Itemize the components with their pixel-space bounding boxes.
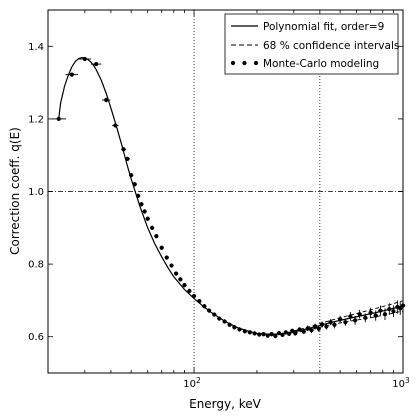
series-layer bbox=[51, 56, 406, 339]
data-point bbox=[283, 330, 288, 335]
data-point bbox=[293, 331, 298, 336]
data-point bbox=[206, 308, 212, 313]
data-point bbox=[286, 331, 292, 336]
data-point bbox=[232, 325, 237, 330]
data-point bbox=[382, 312, 388, 317]
data-point bbox=[237, 327, 242, 332]
data-point bbox=[154, 234, 159, 239]
data-point bbox=[337, 317, 343, 322]
data-point bbox=[150, 225, 155, 230]
y-tick-label: 1.4 bbox=[28, 42, 44, 53]
data-point bbox=[129, 173, 134, 178]
data-point bbox=[391, 309, 396, 314]
legend: Polynomial fit, order=9 68 % confidence … bbox=[224, 13, 399, 75]
y-tick-label: 0.6 bbox=[28, 332, 44, 343]
legend-label-monte-carlo: Monte-Carlo modeling bbox=[263, 58, 379, 70]
data-point bbox=[182, 283, 187, 288]
data-point bbox=[273, 333, 278, 339]
data-point bbox=[247, 330, 252, 335]
data-point bbox=[187, 288, 192, 294]
data-point bbox=[313, 324, 318, 329]
data-point bbox=[69, 72, 74, 77]
y-tick-label: 1.2 bbox=[28, 114, 44, 125]
data-point bbox=[145, 216, 150, 221]
data-point bbox=[280, 332, 285, 337]
x-tick-label: 102 bbox=[183, 376, 201, 390]
data-point bbox=[178, 277, 183, 282]
data-point bbox=[252, 331, 257, 336]
y-tick-label: 0.8 bbox=[28, 260, 44, 271]
data-point bbox=[373, 313, 378, 318]
data-point bbox=[191, 293, 197, 299]
data-point bbox=[56, 116, 61, 121]
tick-labels: 0.6 0.8 1.0 1.2 1.4 102 103 bbox=[28, 42, 410, 390]
data-point bbox=[121, 147, 126, 152]
data-point bbox=[173, 271, 179, 276]
data-point bbox=[164, 255, 169, 260]
data-point bbox=[297, 327, 302, 332]
axis-ticks bbox=[47, 10, 404, 373]
data-point bbox=[357, 312, 362, 317]
legend-swatch-dot bbox=[242, 60, 247, 66]
data-point bbox=[363, 315, 368, 320]
data-point bbox=[104, 97, 109, 103]
x-axis-label: Energy, keV bbox=[189, 397, 262, 411]
data-point bbox=[125, 156, 130, 161]
data-point bbox=[324, 324, 329, 329]
data-point bbox=[94, 61, 99, 67]
data-point bbox=[265, 333, 270, 338]
confidence-line bbox=[293, 310, 404, 334]
data-point bbox=[132, 182, 137, 187]
data-point bbox=[113, 123, 118, 128]
data-point bbox=[142, 209, 147, 214]
legend-label-confidence-intervals: 68 % confidence intervals bbox=[263, 40, 399, 52]
data-point bbox=[242, 329, 247, 334]
data-point bbox=[82, 56, 87, 62]
data-point bbox=[136, 193, 141, 198]
data-point bbox=[261, 332, 266, 337]
y-axis-label: Correction coeff. q(E) bbox=[8, 127, 22, 255]
data-point bbox=[202, 304, 207, 309]
data-point bbox=[290, 328, 295, 333]
data-point bbox=[368, 310, 373, 315]
data-point bbox=[222, 319, 227, 324]
data-point bbox=[139, 202, 144, 207]
data-point bbox=[305, 326, 310, 331]
data-point bbox=[257, 332, 262, 337]
data-point bbox=[343, 320, 348, 325]
data-point bbox=[316, 326, 321, 331]
data-point bbox=[332, 322, 337, 327]
data-point bbox=[398, 306, 403, 311]
fit-line bbox=[58, 56, 404, 335]
data-point bbox=[387, 307, 392, 312]
data-point bbox=[276, 330, 282, 336]
x-tick-label: 103 bbox=[392, 376, 410, 390]
data-point bbox=[169, 263, 174, 268]
data-point bbox=[269, 332, 274, 337]
legend-swatch-dot bbox=[230, 60, 236, 66]
data-point bbox=[197, 299, 202, 304]
data-point bbox=[328, 320, 333, 325]
y-tick-label: 1.0 bbox=[28, 187, 44, 198]
legend-label-polynomial-fit: Polynomial fit, order=9 bbox=[263, 21, 384, 33]
legend-box bbox=[224, 13, 399, 75]
data-point bbox=[353, 318, 358, 323]
data-point bbox=[212, 312, 217, 317]
data-point bbox=[348, 314, 353, 319]
data-point bbox=[378, 308, 383, 313]
data-point bbox=[319, 322, 325, 327]
data-point bbox=[217, 316, 222, 321]
data-point bbox=[301, 329, 306, 334]
data-point bbox=[309, 328, 314, 333]
data-point bbox=[159, 245, 164, 250]
legend-swatch-dot bbox=[253, 60, 259, 66]
data-point bbox=[227, 322, 232, 327]
